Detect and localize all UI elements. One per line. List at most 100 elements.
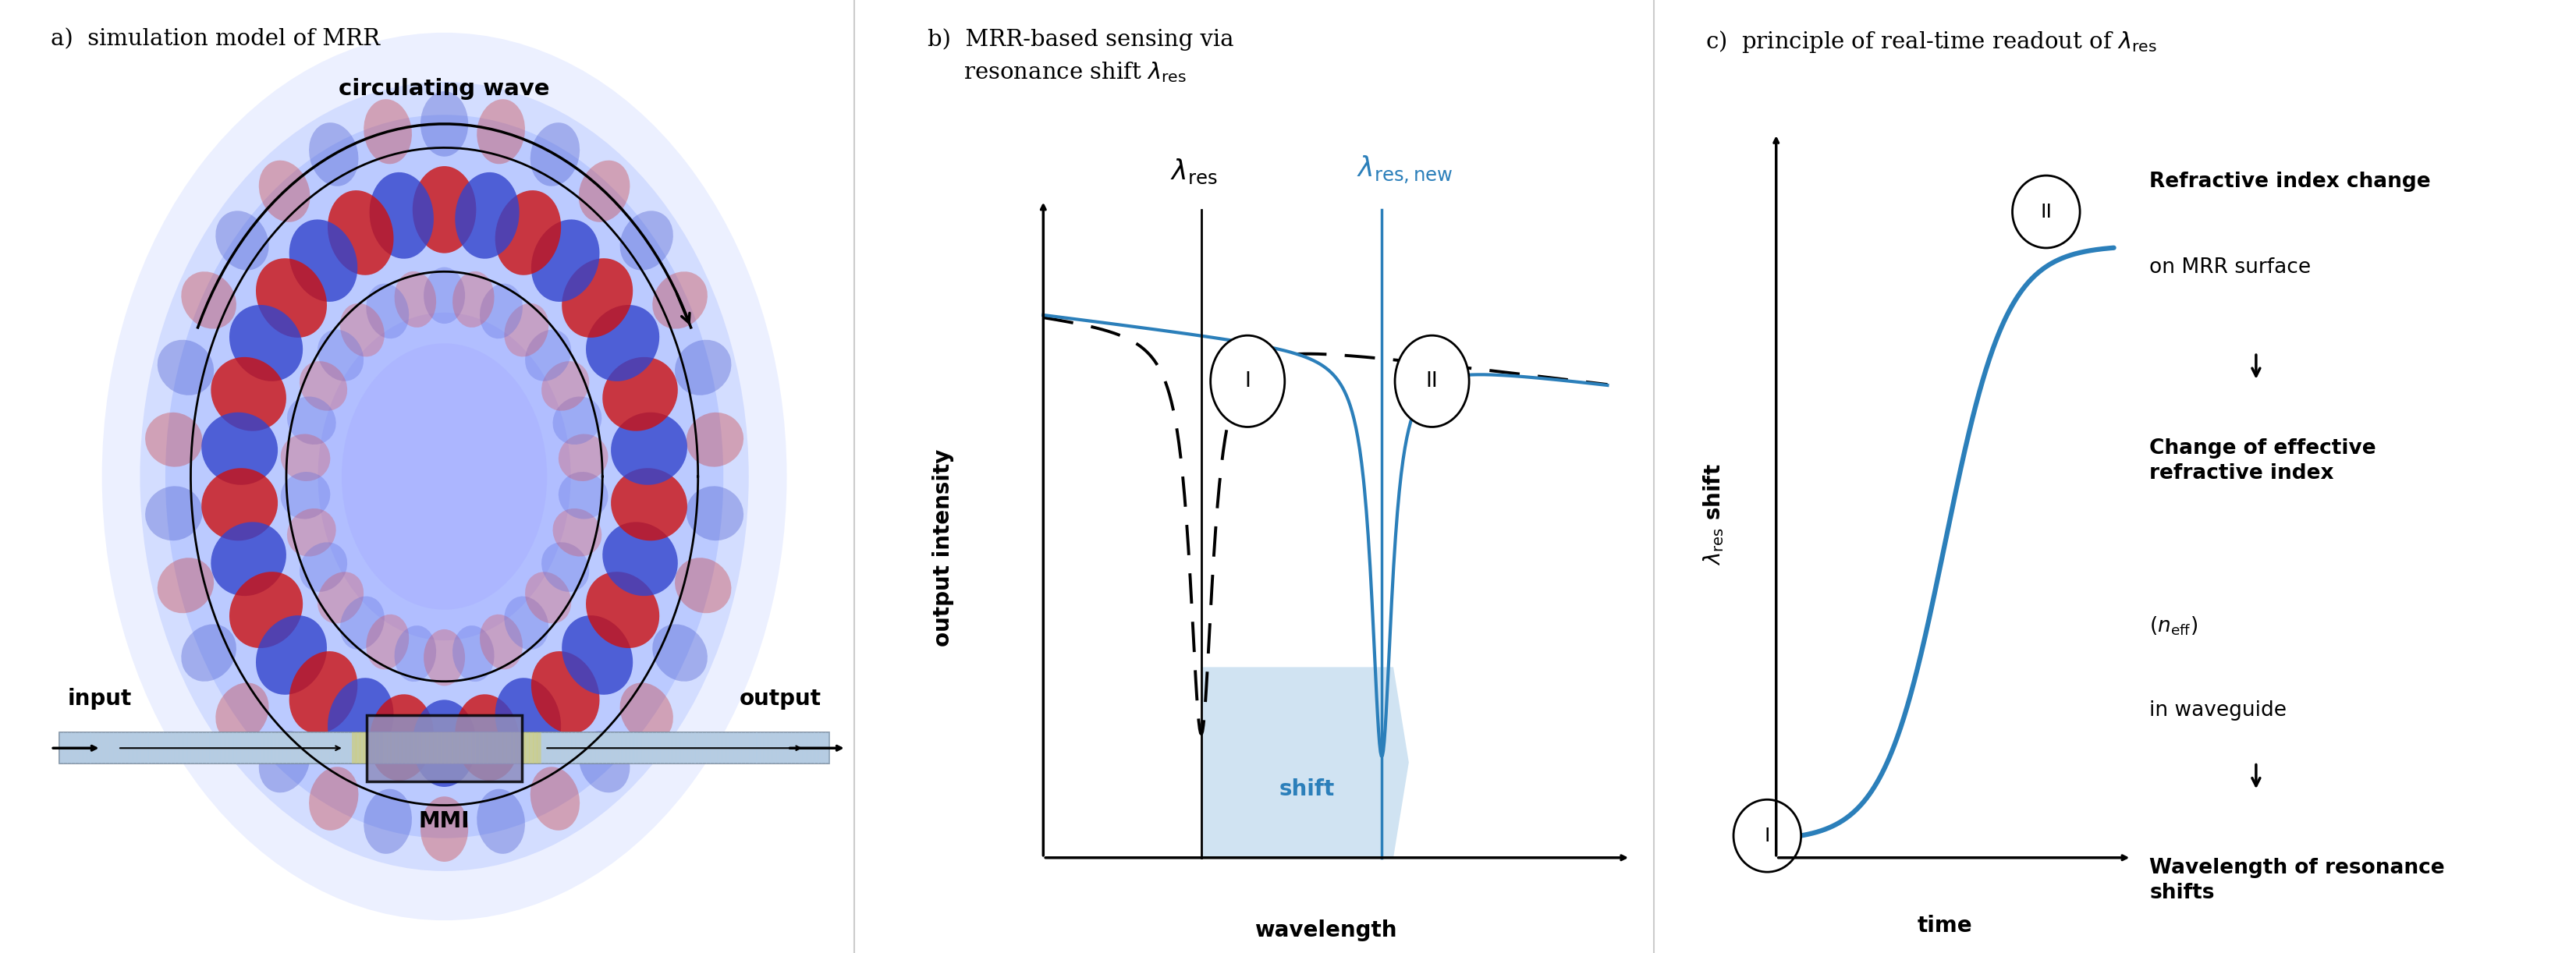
FancyBboxPatch shape [330, 732, 332, 764]
FancyBboxPatch shape [489, 732, 495, 764]
Ellipse shape [281, 434, 330, 481]
Ellipse shape [258, 731, 309, 793]
FancyBboxPatch shape [209, 732, 214, 764]
FancyBboxPatch shape [502, 732, 507, 764]
FancyBboxPatch shape [737, 732, 742, 764]
Text: II: II [1427, 371, 1437, 392]
Ellipse shape [317, 313, 572, 640]
FancyBboxPatch shape [574, 732, 580, 764]
FancyBboxPatch shape [744, 732, 750, 764]
FancyBboxPatch shape [811, 732, 814, 764]
Ellipse shape [580, 731, 631, 793]
FancyBboxPatch shape [729, 732, 734, 764]
FancyBboxPatch shape [551, 732, 556, 764]
Ellipse shape [675, 340, 732, 395]
FancyBboxPatch shape [232, 732, 237, 764]
FancyBboxPatch shape [706, 732, 711, 764]
FancyBboxPatch shape [510, 732, 515, 764]
FancyBboxPatch shape [806, 732, 811, 764]
Ellipse shape [286, 508, 335, 557]
FancyBboxPatch shape [185, 732, 191, 764]
Text: circulating wave: circulating wave [340, 78, 549, 100]
FancyBboxPatch shape [804, 732, 806, 764]
FancyBboxPatch shape [603, 732, 608, 764]
Text: Wavelength of resonance
shifts: Wavelength of resonance shifts [2148, 858, 2445, 902]
Ellipse shape [368, 172, 433, 258]
FancyBboxPatch shape [443, 732, 448, 764]
FancyBboxPatch shape [59, 732, 64, 764]
FancyBboxPatch shape [348, 732, 353, 764]
FancyBboxPatch shape [518, 732, 523, 764]
Ellipse shape [139, 82, 750, 871]
FancyBboxPatch shape [270, 732, 276, 764]
FancyBboxPatch shape [152, 732, 157, 764]
Ellipse shape [453, 625, 495, 681]
FancyBboxPatch shape [345, 732, 348, 764]
FancyBboxPatch shape [291, 732, 296, 764]
Ellipse shape [559, 434, 608, 481]
Ellipse shape [103, 32, 786, 921]
FancyBboxPatch shape [276, 732, 281, 764]
FancyBboxPatch shape [528, 732, 533, 764]
Circle shape [1734, 800, 1801, 872]
Ellipse shape [505, 597, 549, 650]
FancyBboxPatch shape [451, 732, 456, 764]
FancyBboxPatch shape [98, 732, 103, 764]
Ellipse shape [479, 284, 523, 338]
FancyBboxPatch shape [827, 732, 829, 764]
FancyBboxPatch shape [294, 732, 299, 764]
Ellipse shape [611, 468, 688, 540]
FancyBboxPatch shape [680, 732, 685, 764]
Ellipse shape [412, 166, 477, 253]
Ellipse shape [211, 522, 286, 596]
Ellipse shape [229, 572, 304, 648]
FancyBboxPatch shape [466, 732, 471, 764]
Ellipse shape [559, 472, 608, 519]
FancyBboxPatch shape [317, 732, 322, 764]
Ellipse shape [554, 508, 603, 557]
Ellipse shape [201, 413, 278, 485]
FancyBboxPatch shape [216, 732, 222, 764]
FancyBboxPatch shape [768, 732, 773, 764]
FancyBboxPatch shape [459, 732, 464, 764]
FancyBboxPatch shape [696, 732, 698, 764]
Ellipse shape [495, 191, 562, 275]
FancyBboxPatch shape [487, 732, 492, 764]
FancyBboxPatch shape [314, 732, 317, 764]
FancyBboxPatch shape [361, 732, 363, 764]
Ellipse shape [366, 284, 410, 338]
FancyBboxPatch shape [526, 732, 531, 764]
Text: shift: shift [1280, 779, 1334, 801]
Ellipse shape [340, 597, 384, 650]
FancyBboxPatch shape [77, 732, 82, 764]
Ellipse shape [363, 789, 412, 854]
Circle shape [1211, 335, 1285, 427]
Ellipse shape [165, 114, 724, 839]
FancyBboxPatch shape [497, 732, 502, 764]
FancyBboxPatch shape [567, 732, 572, 764]
FancyBboxPatch shape [572, 732, 577, 764]
Text: MMI: MMI [420, 810, 469, 832]
FancyBboxPatch shape [407, 732, 410, 764]
FancyBboxPatch shape [108, 732, 113, 764]
FancyBboxPatch shape [495, 732, 500, 764]
Ellipse shape [180, 272, 237, 329]
Ellipse shape [562, 258, 634, 337]
FancyBboxPatch shape [734, 732, 737, 764]
FancyBboxPatch shape [559, 732, 564, 764]
FancyBboxPatch shape [580, 732, 585, 764]
FancyBboxPatch shape [605, 732, 611, 764]
FancyBboxPatch shape [70, 732, 75, 764]
FancyBboxPatch shape [353, 732, 355, 764]
FancyBboxPatch shape [224, 732, 229, 764]
FancyBboxPatch shape [544, 732, 549, 764]
FancyBboxPatch shape [268, 732, 273, 764]
FancyBboxPatch shape [471, 732, 477, 764]
FancyBboxPatch shape [93, 732, 98, 764]
FancyBboxPatch shape [819, 732, 822, 764]
Ellipse shape [299, 361, 348, 411]
Ellipse shape [652, 624, 708, 681]
FancyBboxPatch shape [299, 732, 304, 764]
FancyBboxPatch shape [752, 732, 757, 764]
Ellipse shape [157, 558, 214, 613]
